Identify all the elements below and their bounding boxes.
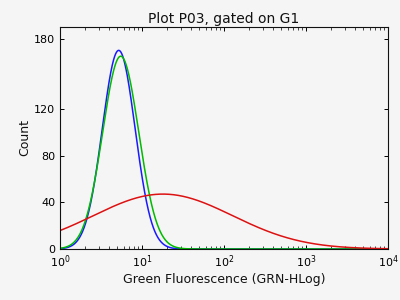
X-axis label: Green Fluorescence (GRN-HLog): Green Fluorescence (GRN-HLog)	[123, 273, 325, 286]
Y-axis label: Count: Count	[18, 119, 31, 157]
Title: Plot P03, gated on G1: Plot P03, gated on G1	[148, 12, 300, 26]
